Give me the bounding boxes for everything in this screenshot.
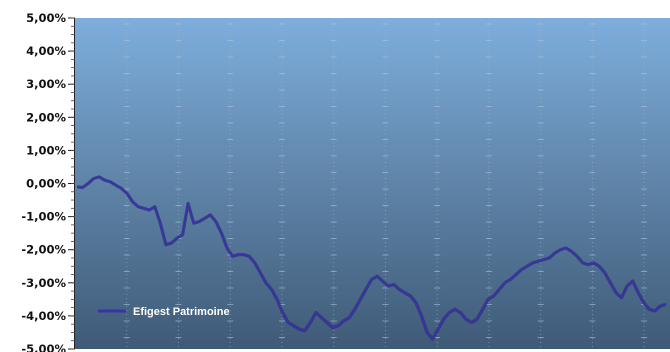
plot-area — [75, 18, 670, 349]
y-tick-label: 4,00% — [26, 44, 66, 58]
legend: Efigest Patrimoine — [98, 306, 230, 318]
series-layer — [76, 175, 667, 341]
y-tick-label: 3,00% — [26, 77, 66, 91]
y-tick-label: -1,00% — [21, 210, 66, 224]
y-axis: 5,00% 4,00% 3,00% 2,00% 1,00% 0,00% -1,00% -2,0… — [21, 11, 75, 352]
legend-label: Efigest Patrimoine — [133, 306, 230, 318]
y-tick-label: 0,00% — [26, 177, 66, 191]
y-tick-label: 2,00% — [26, 110, 66, 124]
y-tick-label: -5,00% — [21, 342, 66, 352]
y-tick-label: -2,00% — [21, 243, 66, 257]
y-tick-label: 5,00% — [26, 11, 66, 25]
y-tick-label: -4,00% — [21, 309, 66, 323]
series-line — [76, 175, 667, 341]
y-tick-label: -3,00% — [21, 276, 66, 290]
grid-lines — [123, 18, 648, 349]
y-tick-label: 1,00% — [26, 143, 66, 157]
